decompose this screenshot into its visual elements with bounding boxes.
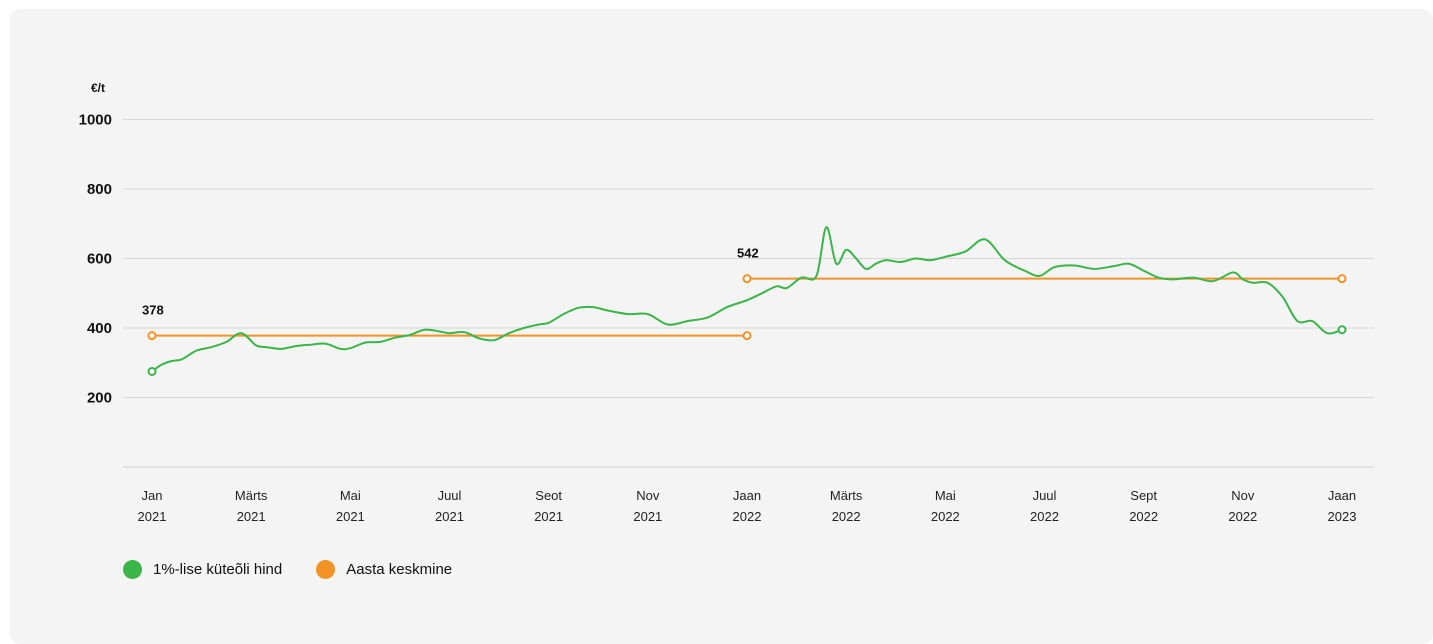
average-point: [147, 331, 157, 341]
legend-swatch-average: [316, 560, 336, 579]
y-tick-label: 200: [87, 390, 112, 407]
average-point: [1337, 274, 1347, 284]
average-value-label: 542: [737, 246, 759, 261]
x-tick-year: 2022: [832, 509, 861, 524]
x-tick-year: 2021: [336, 509, 365, 524]
x-tick-year: 2022: [1228, 509, 1257, 524]
x-tick-month: Nov: [1231, 488, 1255, 503]
price-end-point: [1337, 325, 1347, 335]
x-tick-month: Märts: [235, 488, 268, 503]
x-tick-year: 2023: [1328, 509, 1357, 524]
x-tick-month: Märts: [830, 488, 863, 503]
x-tick-month: Jan: [142, 488, 163, 503]
chart-card: [10, 9, 1433, 644]
x-axis: Jan 2021 Märts 2021 Mai 2021 Juul 2021 Seot 2021 N…: [138, 488, 1357, 524]
x-tick-year: 2021: [138, 509, 167, 524]
x-tick-year: 2022: [733, 509, 762, 524]
grid-lines: [123, 119, 1374, 468]
legend: 1%-lise küteõli hind Aasta keskmine: [123, 560, 486, 579]
x-tick-month: Mai: [340, 488, 361, 503]
average-series: 378 542: [142, 246, 1347, 341]
x-tick-month: Mai: [935, 488, 956, 503]
y-axis: 1000 800 600 400 200: [79, 112, 112, 407]
x-tick-month: Juul: [1033, 488, 1057, 503]
x-tick-month: Jaan: [733, 488, 761, 503]
x-tick-month: Sept: [1130, 488, 1157, 503]
price-line: [151, 226, 1343, 373]
legend-item-average[interactable]: Aasta keskmine: [316, 560, 452, 579]
x-tick-year: 2021: [633, 509, 662, 524]
average-point: [742, 331, 752, 341]
x-tick-year: 2021: [534, 509, 563, 524]
y-tick-label: 1000: [79, 112, 112, 129]
x-tick-year: 2022: [1030, 509, 1059, 524]
x-tick-month: Nov: [636, 488, 660, 503]
x-tick-month: Juul: [438, 488, 462, 503]
x-tick-year: 2021: [435, 509, 464, 524]
price-start-point: [147, 366, 157, 376]
y-tick-label: 600: [87, 251, 112, 268]
price-series: [147, 226, 1347, 376]
x-tick-month: Seot: [535, 488, 562, 503]
y-unit-label: €/t: [91, 81, 105, 95]
y-tick-label: 800: [87, 181, 112, 198]
legend-label-average: Aasta keskmine: [346, 561, 453, 578]
x-tick-year: 2021: [237, 509, 266, 524]
legend-swatch-price: [123, 560, 142, 579]
average-value-label: 378: [142, 303, 164, 318]
x-tick-year: 2022: [1129, 509, 1158, 524]
x-tick-month: Jaan: [1328, 488, 1356, 503]
x-tick-year: 2022: [931, 509, 960, 524]
average-point: [742, 274, 752, 284]
legend-item-price[interactable]: 1%-lise küteõli hind: [123, 560, 282, 579]
y-tick-label: 400: [87, 320, 112, 337]
legend-label-price: 1%-lise küteõli hind: [153, 561, 283, 578]
